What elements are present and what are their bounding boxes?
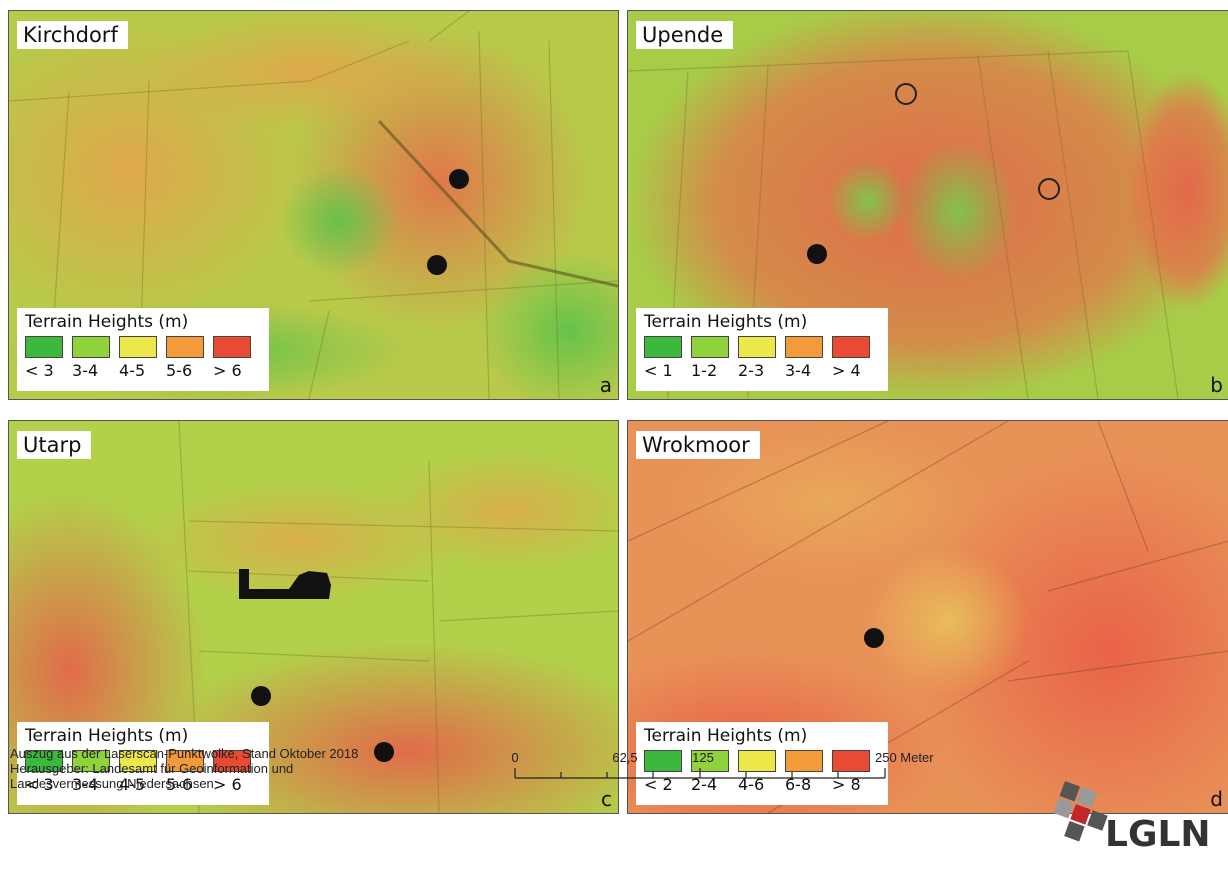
panel-letter: a	[599, 373, 612, 397]
site-marker	[864, 628, 884, 648]
legend-swatch	[691, 336, 729, 358]
legend-label: 4-5	[119, 361, 146, 380]
legend-label: < 1	[644, 361, 673, 380]
legend-swatch	[213, 336, 251, 358]
legend-label: > 6	[213, 775, 242, 794]
scale-bar: 0 62,5 125 250 Meter	[511, 750, 934, 779]
legend-swatch	[213, 750, 251, 772]
site-marker	[251, 686, 271, 706]
legend-swatch	[166, 336, 204, 358]
map-panel-kirchdorf: Kirchdorf Terrain Heights (m) < 3 3-4 4-…	[8, 10, 619, 400]
legend-swatch	[72, 336, 110, 358]
scale-tick-label: 62,5	[612, 750, 637, 765]
legend-swatch	[738, 750, 776, 772]
panel-title: Utarp	[17, 431, 92, 459]
legend-label: < 2	[644, 775, 673, 794]
panel-title: Upende	[636, 21, 734, 49]
legend-label: 3-4	[785, 361, 812, 380]
legend-swatch	[166, 750, 204, 772]
site-marker	[374, 742, 394, 762]
panel-title: Wrokmoor	[636, 431, 760, 459]
credit-line: Auszug aus der Laserscan-Punktwolke, Sta…	[10, 746, 359, 761]
legend-label: 5-6	[166, 361, 193, 380]
legend-swatch	[644, 336, 682, 358]
scale-tick-label: 0	[511, 750, 518, 765]
site-marker	[807, 244, 827, 264]
legend-swatch	[25, 750, 63, 772]
legend-label: 6-8	[785, 775, 812, 794]
credit-line: Herausgeber: Landesamt für Geoinformatio…	[10, 761, 294, 776]
legend-swatch	[691, 750, 729, 772]
panel-letter: b	[1210, 373, 1223, 397]
site-marker-open	[895, 83, 917, 105]
legend-label: 2-3	[738, 361, 765, 380]
legend-label: < 3	[25, 775, 54, 794]
legend-swatch	[832, 336, 870, 358]
legend-label: 3-4	[72, 361, 99, 380]
legend-label: < 3	[25, 361, 54, 380]
map-panel-utarp: Utarp Terrain Heights (m) < 3 3-4 4-5 5-…	[8, 420, 619, 814]
site-marker-open	[1038, 178, 1060, 200]
legend-label: > 6	[213, 361, 242, 380]
scale-tick-label: 125	[692, 750, 714, 765]
legend-swatch	[119, 336, 157, 358]
legend-swatch	[785, 750, 823, 772]
legend-title: Terrain Heights (m)	[644, 312, 808, 332]
map-panel-upende: Upende Terrain Heights (m) < 1 1-2 2-3 3…	[627, 10, 1228, 400]
legend-label: 4-6	[738, 775, 765, 794]
terrain-legend: Terrain Heights (m) < 3 3-4 4-5 5-6 > 6	[17, 308, 269, 391]
building-silhouette	[239, 569, 331, 599]
site-marker	[427, 255, 447, 275]
legend-label: 4-5	[119, 775, 146, 794]
terrain-legend: Terrain Heights (m) < 3 3-4 4-5 5-6 > 6	[17, 722, 269, 805]
legend-label: 5-6	[166, 775, 193, 794]
credit-line: Landesvermessung Niedersachsen	[10, 776, 214, 791]
terrain-legend: Terrain Heights (m) < 2 2-4 4-6 6-8 > 8	[636, 722, 888, 805]
legend-swatch	[119, 750, 157, 772]
scale-tick-label: 250 Meter	[875, 750, 934, 765]
legend-swatch	[644, 750, 682, 772]
legend-swatch	[785, 336, 823, 358]
legend-title: Terrain Heights (m)	[644, 726, 808, 746]
legend-swatch	[738, 336, 776, 358]
legend-swatch	[832, 750, 870, 772]
logo-text: LGLN	[1105, 814, 1211, 855]
panel-title: Kirchdorf	[17, 21, 128, 49]
legend-swatch	[72, 750, 110, 772]
panel-letter: d	[1210, 787, 1223, 811]
legend-title: Terrain Heights (m)	[25, 726, 189, 746]
legend-swatch	[25, 336, 63, 358]
lgln-logo: LGLN	[1053, 781, 1211, 855]
panel-letter: c	[601, 787, 612, 811]
legend-label: > 4	[832, 361, 861, 380]
legend-title: Terrain Heights (m)	[25, 312, 189, 332]
legend-label: > 8	[832, 775, 861, 794]
site-marker	[449, 169, 469, 189]
legend-label: 2-4	[691, 775, 718, 794]
source-credits: Auszug aus der Laserscan-Punktwolke, Sta…	[10, 746, 358, 791]
legend-label: 3-4	[72, 775, 99, 794]
terrain-legend: Terrain Heights (m) < 1 1-2 2-3 3-4 > 4	[636, 308, 888, 391]
map-panel-wrokmoor: Wrokmoor Terrain Heights (m) < 2 2-4 4-6…	[627, 420, 1228, 814]
legend-label: 1-2	[691, 361, 718, 380]
